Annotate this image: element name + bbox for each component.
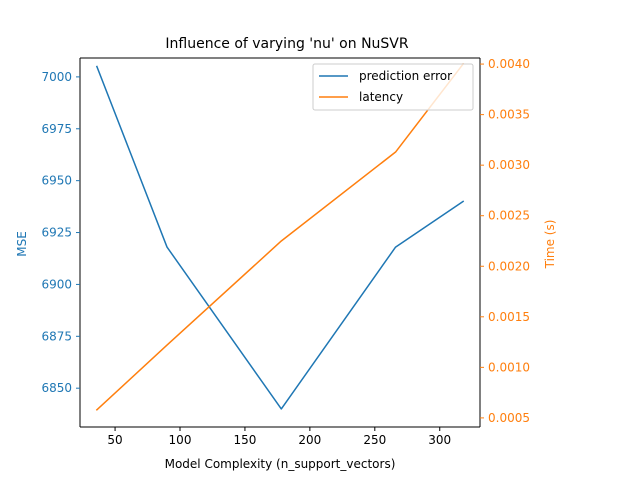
y-left-tick-label: 6975 <box>41 122 72 136</box>
x-axis-label: Model Complexity (n_support_vectors) <box>165 457 396 471</box>
y-right-tick-label: 0.0035 <box>488 108 530 122</box>
x-tick-label: 300 <box>428 433 451 447</box>
x-tick-label: 50 <box>107 433 122 447</box>
y-right-tick-label: 0.0040 <box>488 57 530 71</box>
legend-label-prediction-error: prediction error <box>359 69 452 83</box>
y-right-tick-label: 0.0030 <box>488 158 530 172</box>
y-axis-label-left: MSE <box>15 231 29 257</box>
x-tick-label: 200 <box>298 433 321 447</box>
y-left-tick-label: 6850 <box>41 381 72 395</box>
series-line-latency <box>95 63 465 411</box>
y-left-tick-label: 6925 <box>41 226 72 240</box>
legend-label-latency: latency <box>359 90 403 104</box>
y-left-tick-label: 7000 <box>41 70 72 84</box>
y-left-tick-label: 6900 <box>41 277 72 291</box>
axes-layer: 50 100 150 200 250 300 6850 6875 6900 6925 6950 697… <box>41 57 530 447</box>
x-tick-label: 150 <box>233 433 256 447</box>
legend-box <box>312 63 474 111</box>
y-right-tick-label: 0.0015 <box>488 310 530 324</box>
y-right-tick-label: 0.0010 <box>488 360 530 374</box>
legend: prediction error latency <box>312 63 474 111</box>
y-right-tick-label: 0.0005 <box>488 411 530 425</box>
y-right-tick-label: 0.0020 <box>488 259 530 273</box>
y-left-tick-label: 6875 <box>41 329 72 343</box>
series-layer <box>95 63 465 411</box>
y-axis-label-right: Time (s) <box>543 220 557 270</box>
y-left-tick-label: 6950 <box>41 174 72 188</box>
series-line-prediction-error <box>95 65 465 410</box>
chart-title: Influence of varying 'nu' on NuSVR <box>165 36 408 52</box>
y-right-tick-label: 0.0025 <box>488 209 530 223</box>
x-tick-label: 250 <box>363 433 386 447</box>
x-tick-label: 100 <box>169 433 192 447</box>
